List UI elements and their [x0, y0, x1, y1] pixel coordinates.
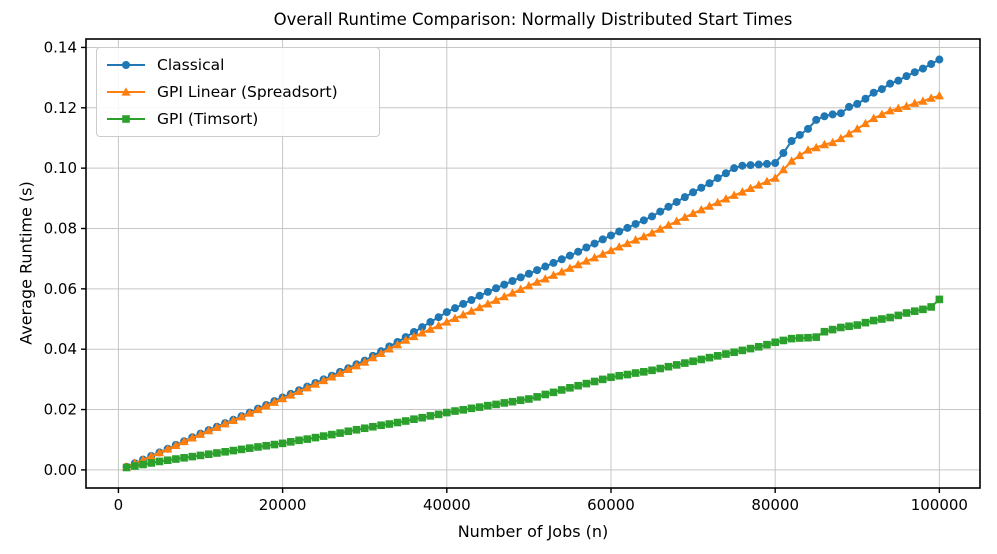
series-classical — [122, 55, 944, 471]
x-tick-label: 80000 — [751, 496, 799, 514]
square-marker-icon — [107, 114, 145, 123]
y-tick-label: 0.10 — [44, 159, 77, 177]
chart-title: Overall Runtime Comparison: Normally Dis… — [273, 10, 793, 29]
tick-labels: 0 20000 40000 60000 80000 100000 0.00 0.02 0.04 0… — [44, 38, 968, 514]
legend-item: GPI (Timsort) — [105, 105, 371, 132]
legend-label: GPI (Timsort) — [157, 109, 259, 128]
y-axis-label: Average Runtime (s) — [16, 181, 36, 345]
y-tick-label: 0.00 — [44, 461, 77, 479]
legend-item: GPI Linear (Spreadsort) — [105, 79, 371, 106]
x-tick-label: 0 — [114, 496, 124, 514]
gridlines — [86, 39, 980, 488]
y-tick-label: 0.02 — [44, 401, 77, 419]
y-tick-label: 0.08 — [44, 219, 77, 237]
x-axis-label: Number of Jobs (n) — [457, 522, 609, 541]
y-tick-label: 0.04 — [44, 340, 77, 358]
triangle-marker-icon — [107, 87, 145, 96]
axes-spines — [85, 38, 981, 489]
x-tick-label: 100000 — [911, 496, 968, 514]
legend-label: GPI Linear (Spreadsort) — [157, 83, 338, 101]
ticks — [81, 46, 941, 493]
y-tick-label: 0.14 — [44, 38, 77, 56]
legend-label: Classical — [157, 56, 225, 75]
x-tick-label: 40000 — [423, 496, 471, 514]
circle-marker-icon — [107, 61, 145, 70]
legend-item: Classical — [105, 52, 371, 79]
series-gpi-timsort- — [122, 295, 944, 472]
x-tick-label: 20000 — [259, 496, 307, 514]
legend: Classical GPI Linear (Spreadsort) GPI (Tim… — [96, 47, 380, 137]
x-tick-label: 60000 — [587, 496, 635, 514]
y-tick-label: 0.12 — [44, 99, 77, 117]
y-tick-label: 0.06 — [44, 280, 77, 298]
